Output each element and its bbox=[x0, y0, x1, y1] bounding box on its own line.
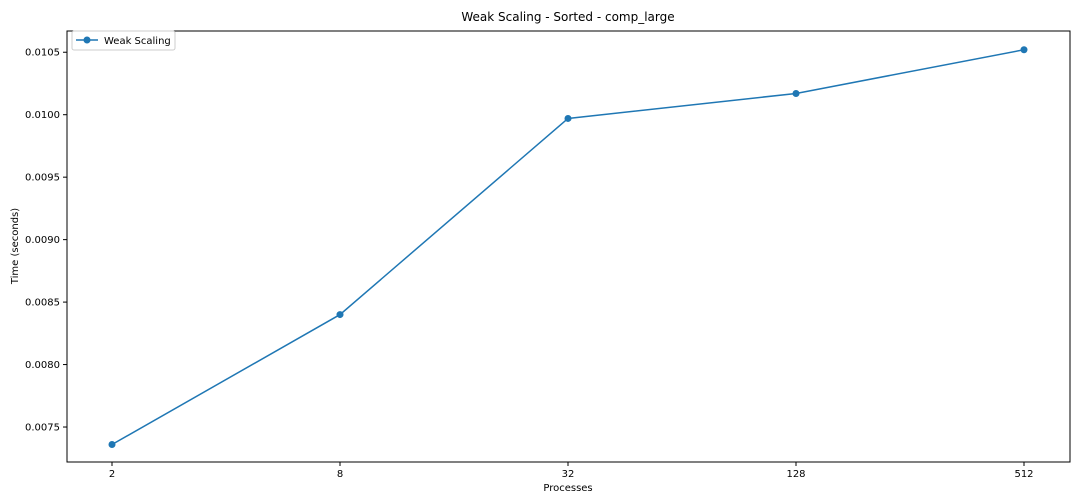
y-tick-label: 0.0075 bbox=[25, 423, 60, 434]
x-tick-label: 2 bbox=[109, 469, 115, 480]
plot-area bbox=[66, 30, 1071, 463]
x-tick-label: 32 bbox=[562, 469, 575, 480]
y-axis-label: Time (seconds) bbox=[10, 208, 21, 285]
y-tick-label: 0.0090 bbox=[25, 235, 60, 246]
legend: Weak Scaling bbox=[71, 30, 176, 51]
legend-marker bbox=[83, 36, 91, 44]
series-layer bbox=[108, 46, 1028, 449]
legend-box bbox=[71, 30, 176, 51]
y-tick-label: 0.0095 bbox=[25, 173, 60, 184]
data-point bbox=[564, 114, 572, 122]
y-tick-label: 0.0105 bbox=[25, 48, 60, 59]
x-tick-label: 8 bbox=[337, 469, 343, 480]
data-point bbox=[336, 311, 344, 319]
data-point bbox=[108, 441, 116, 449]
data-point bbox=[792, 89, 800, 97]
x-axis: 2 8 32 128 512 bbox=[109, 462, 1034, 480]
y-tick-label: 0.0100 bbox=[25, 110, 60, 121]
x-tick-label: 512 bbox=[1014, 469, 1033, 480]
y-tick-label: 0.0080 bbox=[25, 360, 60, 371]
data-point bbox=[1020, 46, 1028, 54]
y-tick-label: 0.0085 bbox=[25, 298, 60, 309]
x-tick-label: 128 bbox=[786, 469, 805, 480]
x-axis-label: Processes bbox=[543, 483, 592, 494]
legend-label: Weak Scaling bbox=[104, 36, 171, 47]
y-axis: 0.0075 0.0080 0.0085 0.0090 0.0095 0.0100 0.01… bbox=[25, 48, 67, 434]
axes-frame bbox=[66, 30, 1071, 463]
chart-title: Weak Scaling - Sorted - comp_large bbox=[461, 10, 674, 24]
